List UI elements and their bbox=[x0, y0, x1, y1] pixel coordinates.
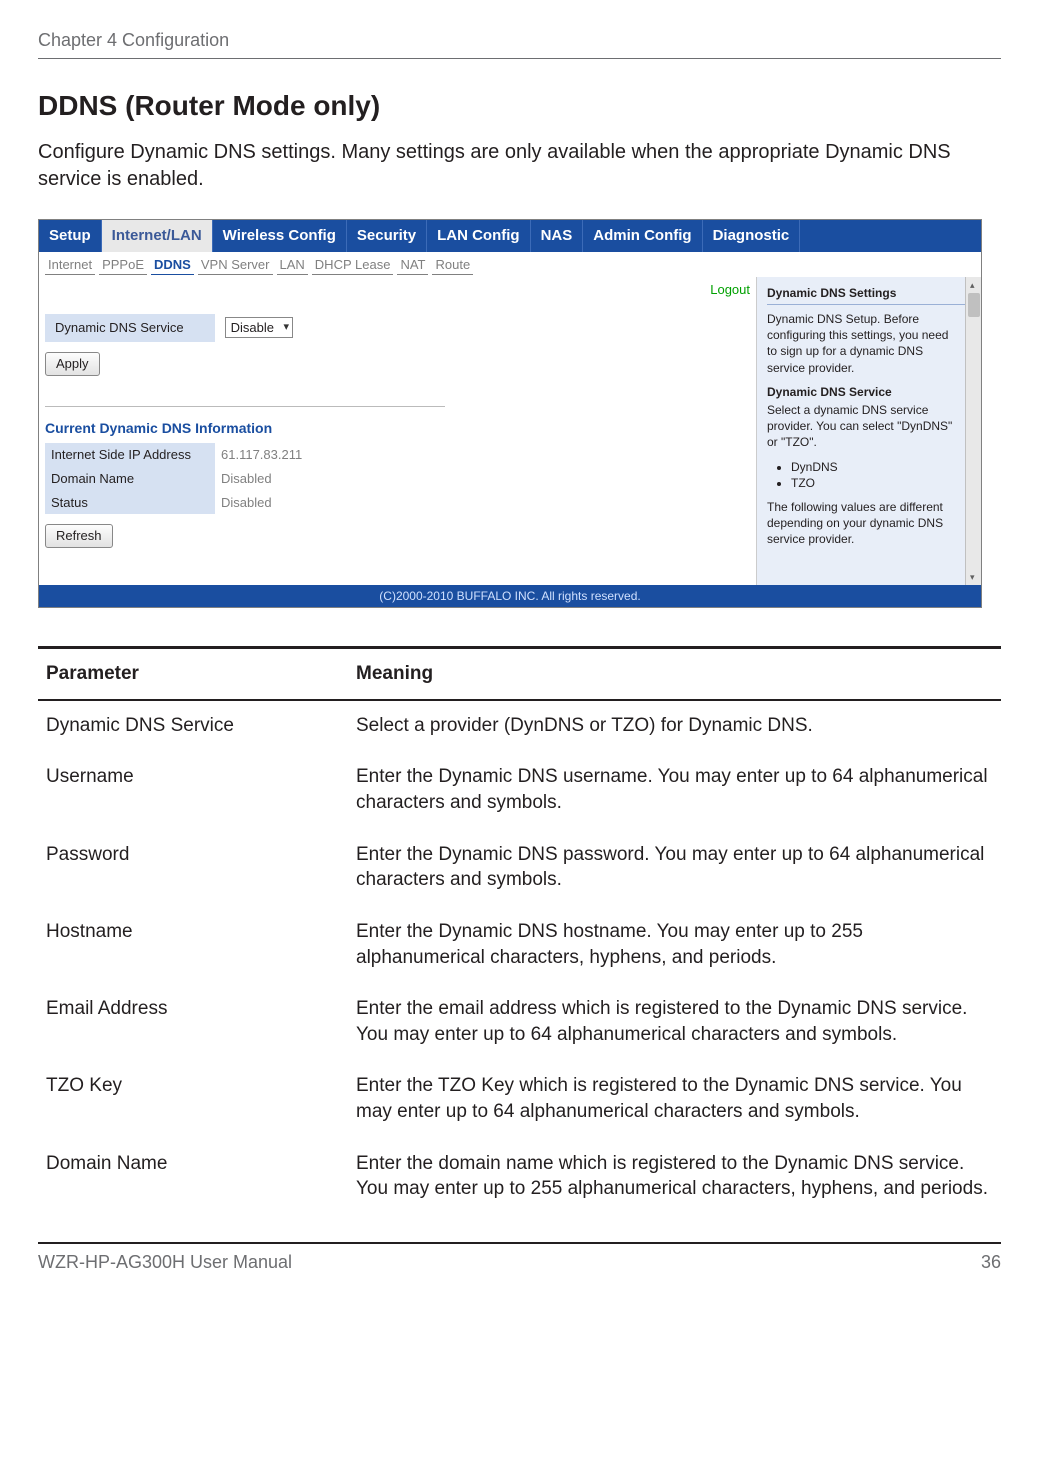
sub-tabs: Internet PPPoE DDNS VPN Server LAN DHCP … bbox=[39, 252, 981, 277]
info-value: Disabled bbox=[215, 467, 308, 491]
chapter-header: Chapter 4 Configuration bbox=[38, 28, 1001, 59]
table-row: Status Disabled bbox=[45, 491, 308, 515]
subtab-lan[interactable]: LAN bbox=[277, 256, 308, 275]
logout-link[interactable]: Logout bbox=[45, 281, 750, 299]
param-name: TZO Key bbox=[38, 1061, 348, 1138]
subtab-ddns[interactable]: DDNS bbox=[151, 256, 194, 275]
param-name: Username bbox=[38, 752, 348, 829]
help-title: Dynamic DNS Settings bbox=[767, 285, 971, 301]
tab-nas[interactable]: NAS bbox=[531, 220, 584, 252]
subtab-vpn-server[interactable]: VPN Server bbox=[198, 256, 273, 275]
col-meaning: Meaning bbox=[348, 648, 1001, 700]
param-name: Hostname bbox=[38, 907, 348, 984]
intro-text: Configure Dynamic DNS settings. Many set… bbox=[38, 139, 1001, 193]
info-value: 61.117.83.211 bbox=[215, 443, 308, 467]
subtab-internet[interactable]: Internet bbox=[45, 256, 95, 275]
ui-copyright: (C)2000-2010 BUFFALO INC. All rights res… bbox=[39, 585, 981, 607]
help-text: Dynamic DNS Setup. Before configuring th… bbox=[767, 311, 971, 376]
current-ddns-table: Internet Side IP Address 61.117.83.211 D… bbox=[45, 443, 308, 514]
tab-admin-config[interactable]: Admin Config bbox=[583, 220, 702, 252]
help-text: The following values are different depen… bbox=[767, 499, 971, 548]
info-label: Domain Name bbox=[45, 467, 215, 491]
manual-name: WZR-HP-AG300H User Manual bbox=[38, 1250, 292, 1274]
help-list: DynDNS TZO bbox=[791, 459, 971, 491]
help-list-item: TZO bbox=[791, 475, 955, 491]
param-name: Password bbox=[38, 830, 348, 907]
subtab-pppoe[interactable]: PPPoE bbox=[99, 256, 147, 275]
tab-lan-config[interactable]: LAN Config bbox=[427, 220, 530, 252]
table-row: PasswordEnter the Dynamic DNS password. … bbox=[38, 830, 1001, 907]
table-row: UsernameEnter the Dynamic DNS username. … bbox=[38, 752, 1001, 829]
tab-internet-lan[interactable]: Internet/LAN bbox=[102, 220, 213, 252]
table-row: Domain NameEnter the domain name which i… bbox=[38, 1139, 1001, 1216]
page-title: DDNS (Router Mode only) bbox=[38, 87, 1001, 125]
help-list-item: DynDNS bbox=[791, 459, 955, 475]
table-row: Domain Name Disabled bbox=[45, 467, 308, 491]
ddns-service-label: Dynamic DNS Service bbox=[45, 314, 215, 342]
param-meaning: Enter the Dynamic DNS username. You may … bbox=[348, 752, 1001, 829]
scrollbar[interactable]: ▴ ▾ bbox=[965, 277, 981, 585]
main-tabs: Setup Internet/LAN Wireless Config Secur… bbox=[39, 220, 981, 252]
router-screenshot: Setup Internet/LAN Wireless Config Secur… bbox=[38, 219, 982, 608]
tab-security[interactable]: Security bbox=[347, 220, 427, 252]
tab-diagnostic[interactable]: Diagnostic bbox=[703, 220, 801, 252]
param-name: Dynamic DNS Service bbox=[38, 700, 348, 753]
info-label: Status bbox=[45, 491, 215, 515]
parameter-table: Parameter Meaning Dynamic DNS ServiceSel… bbox=[38, 646, 1001, 1216]
divider bbox=[45, 406, 445, 407]
ddns-service-select[interactable]: Disable bbox=[225, 317, 293, 338]
table-row: Dynamic DNS ServiceSelect a provider (Dy… bbox=[38, 700, 1001, 753]
help-subtitle: Dynamic DNS Service bbox=[767, 384, 971, 400]
param-name: Email Address bbox=[38, 984, 348, 1061]
help-panel: Dynamic DNS Settings Dynamic DNS Setup. … bbox=[756, 277, 981, 585]
param-meaning: Enter the TZO Key which is registered to… bbox=[348, 1061, 1001, 1138]
subtab-nat[interactable]: NAT bbox=[397, 256, 428, 275]
table-row: TZO KeyEnter the TZO Key which is regist… bbox=[38, 1061, 1001, 1138]
info-value: Disabled bbox=[215, 491, 308, 515]
tab-wireless-config[interactable]: Wireless Config bbox=[213, 220, 347, 252]
refresh-button[interactable]: Refresh bbox=[45, 524, 113, 548]
table-row: Internet Side IP Address 61.117.83.211 bbox=[45, 443, 308, 467]
apply-button[interactable]: Apply bbox=[45, 352, 100, 376]
param-meaning: Enter the Dynamic DNS password. You may … bbox=[348, 830, 1001, 907]
current-ddns-heading: Current Dynamic DNS Information bbox=[45, 419, 750, 438]
help-text: Select a dynamic DNS service provider. Y… bbox=[767, 402, 971, 451]
param-meaning: Enter the email address which is registe… bbox=[348, 984, 1001, 1061]
table-row: Email AddressEnter the email address whi… bbox=[38, 984, 1001, 1061]
param-name: Domain Name bbox=[38, 1139, 348, 1216]
param-meaning: Select a provider (DynDNS or TZO) for Dy… bbox=[348, 700, 1001, 753]
subtab-route[interactable]: Route bbox=[432, 256, 473, 275]
param-meaning: Enter the Dynamic DNS hostname. You may … bbox=[348, 907, 1001, 984]
tab-setup[interactable]: Setup bbox=[39, 220, 102, 252]
page-footer: WZR-HP-AG300H User Manual 36 bbox=[38, 1242, 1001, 1274]
subtab-dhcp-lease[interactable]: DHCP Lease bbox=[312, 256, 394, 275]
page-number: 36 bbox=[981, 1250, 1001, 1274]
info-label: Internet Side IP Address bbox=[45, 443, 215, 467]
table-row: HostnameEnter the Dynamic DNS hostname. … bbox=[38, 907, 1001, 984]
param-meaning: Enter the domain name which is registere… bbox=[348, 1139, 1001, 1216]
col-parameter: Parameter bbox=[38, 648, 348, 700]
